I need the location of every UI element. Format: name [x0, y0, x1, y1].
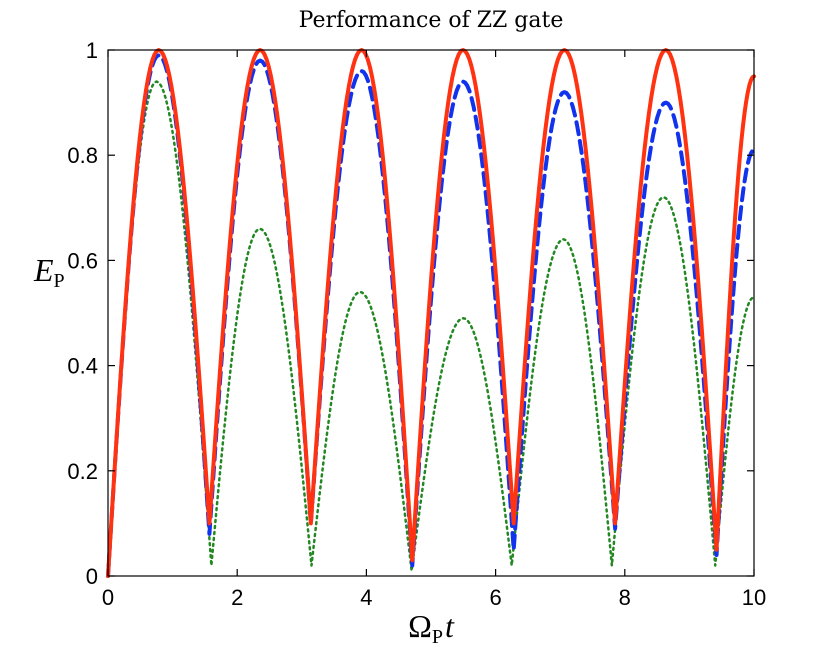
y-axis-label: EP: [33, 252, 65, 292]
x-tick-label: 6: [489, 585, 501, 610]
series-dashed-line: [106, 53, 756, 578]
x-axis-label-main: Ω: [408, 608, 432, 644]
x-tick-label: 8: [619, 585, 631, 610]
series-layer: [106, 48, 756, 578]
x-axis-label-sub: P: [432, 626, 443, 648]
x-tick-label: 4: [360, 585, 372, 610]
y-axis-label-sub: P: [54, 270, 65, 292]
y-tick-label: 0.6: [67, 248, 98, 273]
x-axis-label: ΩPt: [408, 608, 455, 648]
chart-title: Performance of ZZ gate: [299, 8, 564, 33]
y-tick-label: 0: [86, 564, 98, 589]
x-axis-label-tail: t: [445, 608, 455, 644]
y-tick-label: 1: [86, 38, 98, 63]
series-dotted-line: [106, 80, 756, 578]
y-ticks: 0 0.2 0.4 0.6 0.8 1: [67, 38, 754, 589]
x-tick-label: 10: [742, 585, 766, 610]
y-axis-label-main: E: [33, 252, 54, 288]
y-tick-label: 0.4: [67, 354, 98, 379]
x-ticks: 0 2 4 6 8 10: [102, 50, 766, 610]
x-tick-label: 0: [102, 585, 114, 610]
y-tick-label: 0.2: [67, 459, 98, 484]
y-tick-label: 0.8: [67, 143, 98, 168]
series-solid-line: [106, 48, 756, 578]
plot-frame: [107, 49, 755, 577]
x-tick-label: 2: [231, 585, 243, 610]
